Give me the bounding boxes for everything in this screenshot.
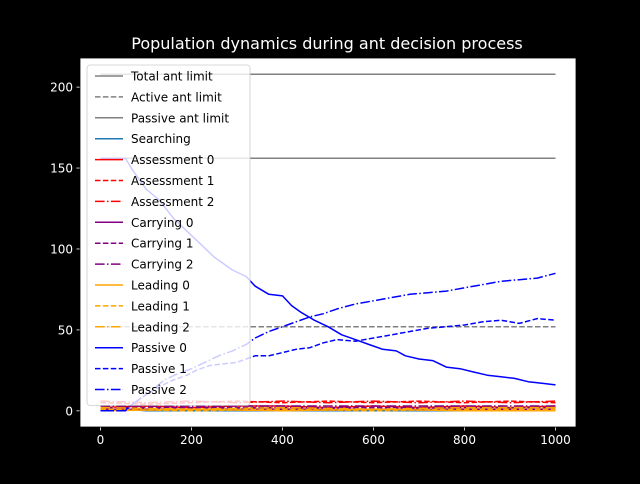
legend-label: Assessment 2: [131, 195, 214, 209]
y-axis: 0 50 100 150 200: [50, 81, 80, 418]
x-tick-label: 200: [180, 433, 203, 447]
x-tick-label: 0: [97, 433, 105, 447]
legend-label: Searching: [131, 132, 191, 146]
chart-title: Population dynamics during ant decision …: [131, 34, 523, 53]
legend-label: Leading 0: [131, 279, 190, 293]
plot-frame: [79, 57, 577, 428]
legend-label: Assessment 0: [131, 153, 214, 167]
x-tick-label: 600: [362, 433, 385, 447]
legend-label: Leading 1: [131, 299, 190, 313]
y-tick-label: 50: [58, 323, 73, 337]
x-tick-label: 800: [453, 433, 476, 447]
legend-label: Assessment 1: [131, 174, 214, 188]
legend-label: Passive 2: [131, 383, 187, 397]
series-line-leading-2: [100, 406, 556, 410]
legend-label: Active ant limit: [131, 90, 222, 104]
legend-label: Carrying 1: [131, 237, 194, 251]
y-tick-label: 100: [50, 242, 73, 256]
legend-box: [86, 64, 251, 406]
series-line-passive-2: [100, 272, 556, 412]
legend: Total ant limit Active ant limit Passive a…: [86, 64, 251, 406]
x-tick-label: 1000: [540, 433, 571, 447]
legend-label: Total ant limit: [130, 70, 213, 84]
y-tick-label: 200: [50, 81, 73, 95]
legend-label: Leading 2: [131, 320, 190, 334]
legend-label: Passive 1: [131, 362, 187, 376]
legend-label: Carrying 0: [131, 216, 194, 230]
x-axis: 0 200 400 600 800 1000: [97, 427, 571, 447]
x-tick-label: 400: [271, 433, 294, 447]
legend-label: Passive ant limit: [131, 111, 229, 125]
y-tick-label: 0: [65, 404, 73, 418]
legend-label: Carrying 2: [131, 258, 194, 272]
legend-label: Passive 0: [131, 341, 187, 355]
series-line-leading-1: [100, 408, 556, 412]
y-tick-label: 150: [50, 162, 73, 176]
